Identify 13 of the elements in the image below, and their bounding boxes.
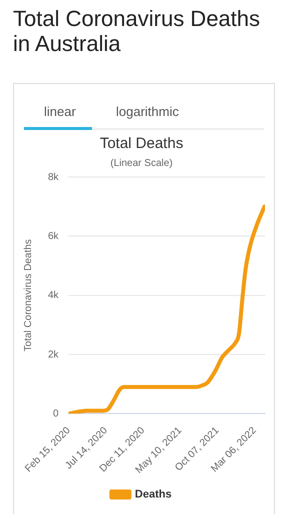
y-tick-label: 2k (48, 349, 60, 360)
y-axis-title: Total Coronavirus Deaths (22, 239, 34, 352)
chart-title: Total Deaths (100, 135, 184, 152)
y-tick-label: 6k (48, 230, 60, 242)
text: linear (44, 104, 76, 119)
y-tick-label: 8k (48, 172, 60, 183)
line-series (68, 204, 265, 414)
y-tick-label: 0 (53, 408, 59, 420)
legend-label: Deaths (134, 488, 172, 501)
y-tick-label: 4k (48, 290, 60, 302)
chart-subtitle: (Linear Scale) (110, 158, 173, 169)
text: Total Coronavirus Deaths in Australia (13, 6, 262, 56)
text: logarithmic (116, 104, 179, 119)
